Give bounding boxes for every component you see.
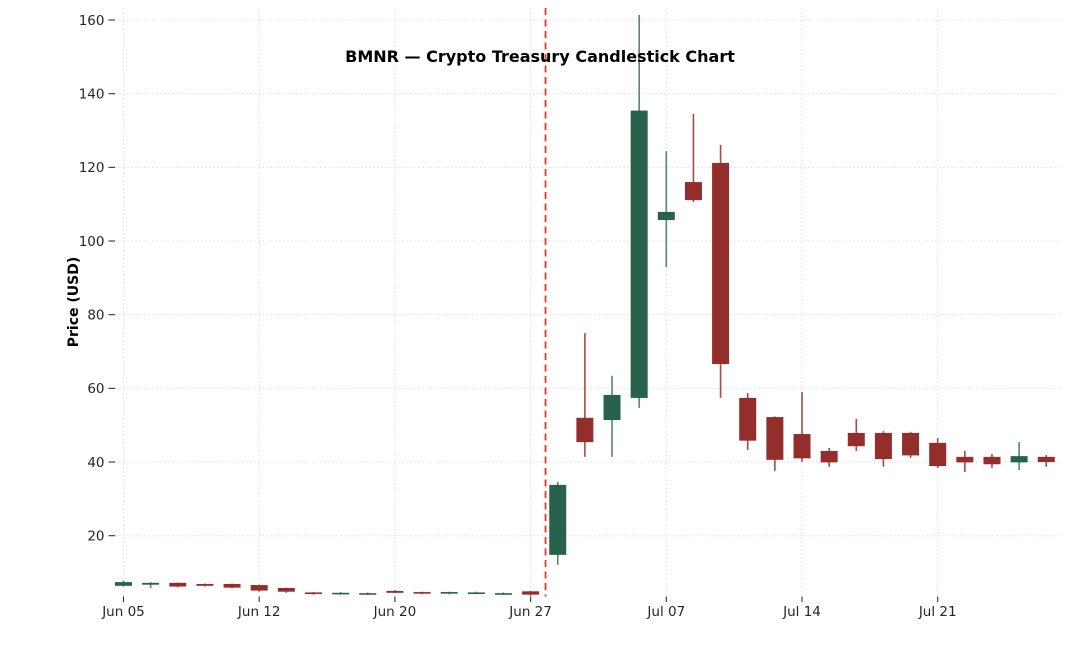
candle-body: [359, 593, 377, 595]
y-axis-tick-labels: 20 40 60 80 100 120 140 160: [79, 13, 105, 545]
x-axis-tick-labels: Jun 05 Jun 12 Jun 20 Jun 27 Jul 07 Jul 14 Jul …: [101, 604, 956, 620]
candle-body: [739, 397, 757, 441]
x-tick-label-jun-20: Jun 20: [373, 604, 417, 620]
x-tick-label-jul-14: Jul 14: [782, 604, 821, 620]
candle-body: [576, 417, 594, 443]
gridlines: [115, 8, 1062, 597]
x-tick-label-jun-12: Jun 12: [237, 604, 281, 620]
candle-body: [440, 592, 458, 594]
axis-tick-marks: [108, 19, 939, 602]
candle-jul-22: [956, 450, 974, 472]
candle-jun-18: [359, 592, 377, 596]
candle-jun-16: [304, 592, 322, 595]
candle-body: [766, 417, 784, 460]
x-tick-label-jul-07: Jul 07: [646, 604, 685, 620]
candle-body: [467, 592, 485, 595]
candle-body: [522, 591, 540, 595]
candle-jun-11: [223, 583, 241, 589]
y-tick-label-40: 40: [87, 455, 104, 471]
candle-jun-26: [494, 592, 512, 596]
y-tick-label-100: 100: [79, 234, 105, 250]
candle-jul-02: [603, 375, 621, 457]
candle-jul-01: [576, 333, 594, 457]
candle-body: [684, 182, 702, 201]
candle-jul-07: [657, 151, 675, 268]
candles: [115, 14, 1055, 596]
y-axis-label: Price (USD): [66, 257, 82, 348]
candle-jun-25: [467, 591, 485, 595]
candle-body: [386, 590, 404, 593]
candle-body: [494, 593, 512, 595]
candle-body: [820, 450, 838, 463]
candle-body: [549, 484, 567, 555]
candle-jul-08: [684, 113, 702, 202]
candle-jul-23: [983, 453, 1001, 468]
candle-jul-16: [847, 418, 865, 451]
candle-jul-03: [630, 14, 648, 408]
y-tick-label-60: 60: [87, 381, 104, 397]
candle-jun-05: [115, 580, 132, 587]
candle-jun-30: [549, 481, 567, 565]
candle-jun-06: [142, 582, 160, 589]
candle-body: [712, 162, 730, 365]
candle-jun-17: [332, 592, 350, 595]
y-tick-label-160: 160: [79, 13, 105, 29]
x-tick-label-jul-21: Jul 21: [918, 604, 957, 620]
candle-body: [874, 432, 892, 460]
candle-body: [983, 456, 1001, 465]
candle-body: [902, 432, 920, 456]
candle-body: [603, 394, 621, 421]
x-tick-label-jun-27: Jun 27: [508, 604, 552, 620]
candle-jul-09: [712, 144, 730, 398]
candle-body: [196, 583, 214, 586]
candle-jun-10: [196, 583, 214, 587]
candle-body: [413, 592, 431, 594]
candle-body: [304, 592, 322, 595]
candle-jun-27: [522, 590, 540, 596]
candle-body: [169, 582, 187, 587]
candle-jul-10: [739, 393, 757, 450]
candle-body: [956, 456, 974, 463]
candle-jun-12: [250, 584, 268, 592]
candle-jul-24: [1010, 442, 1028, 471]
x-tick-label-jun-05: Jun 05: [101, 604, 145, 620]
candle-body: [657, 211, 675, 221]
candle-jul-21: [929, 438, 947, 468]
candle-jul-17: [874, 431, 892, 467]
candle-body: [630, 110, 648, 398]
y-tick-label-140: 140: [79, 86, 105, 102]
candle-body: [223, 583, 241, 588]
candle-jun-13: [277, 587, 295, 593]
candle-body: [142, 582, 160, 585]
candle-jul-14: [793, 392, 811, 463]
candle-jul-18: [902, 431, 920, 458]
candle-body: [1037, 456, 1055, 463]
chart-title: BMNR — Crypto Treasury Candlestick Chart: [345, 47, 735, 66]
candle-jun-20: [386, 590, 404, 594]
y-tick-label-80: 80: [87, 307, 104, 323]
candle-body: [332, 592, 350, 595]
candle-jun-24: [440, 591, 458, 595]
y-tick-label-120: 120: [79, 160, 105, 176]
candle-jul-25: [1037, 455, 1055, 467]
candle-body: [1010, 456, 1028, 463]
candle-jun-23: [413, 591, 431, 595]
y-tick-label-20: 20: [87, 529, 104, 545]
candle-body: [115, 582, 132, 586]
candle-jun-09: [169, 582, 187, 588]
candle-body: [929, 442, 947, 467]
candle-body: [847, 432, 865, 447]
candle-body: [793, 434, 811, 459]
candle-body: [250, 585, 268, 591]
candle-body: [277, 588, 295, 592]
candle-jul-15: [820, 448, 838, 467]
candle-jul-11: [766, 416, 784, 471]
